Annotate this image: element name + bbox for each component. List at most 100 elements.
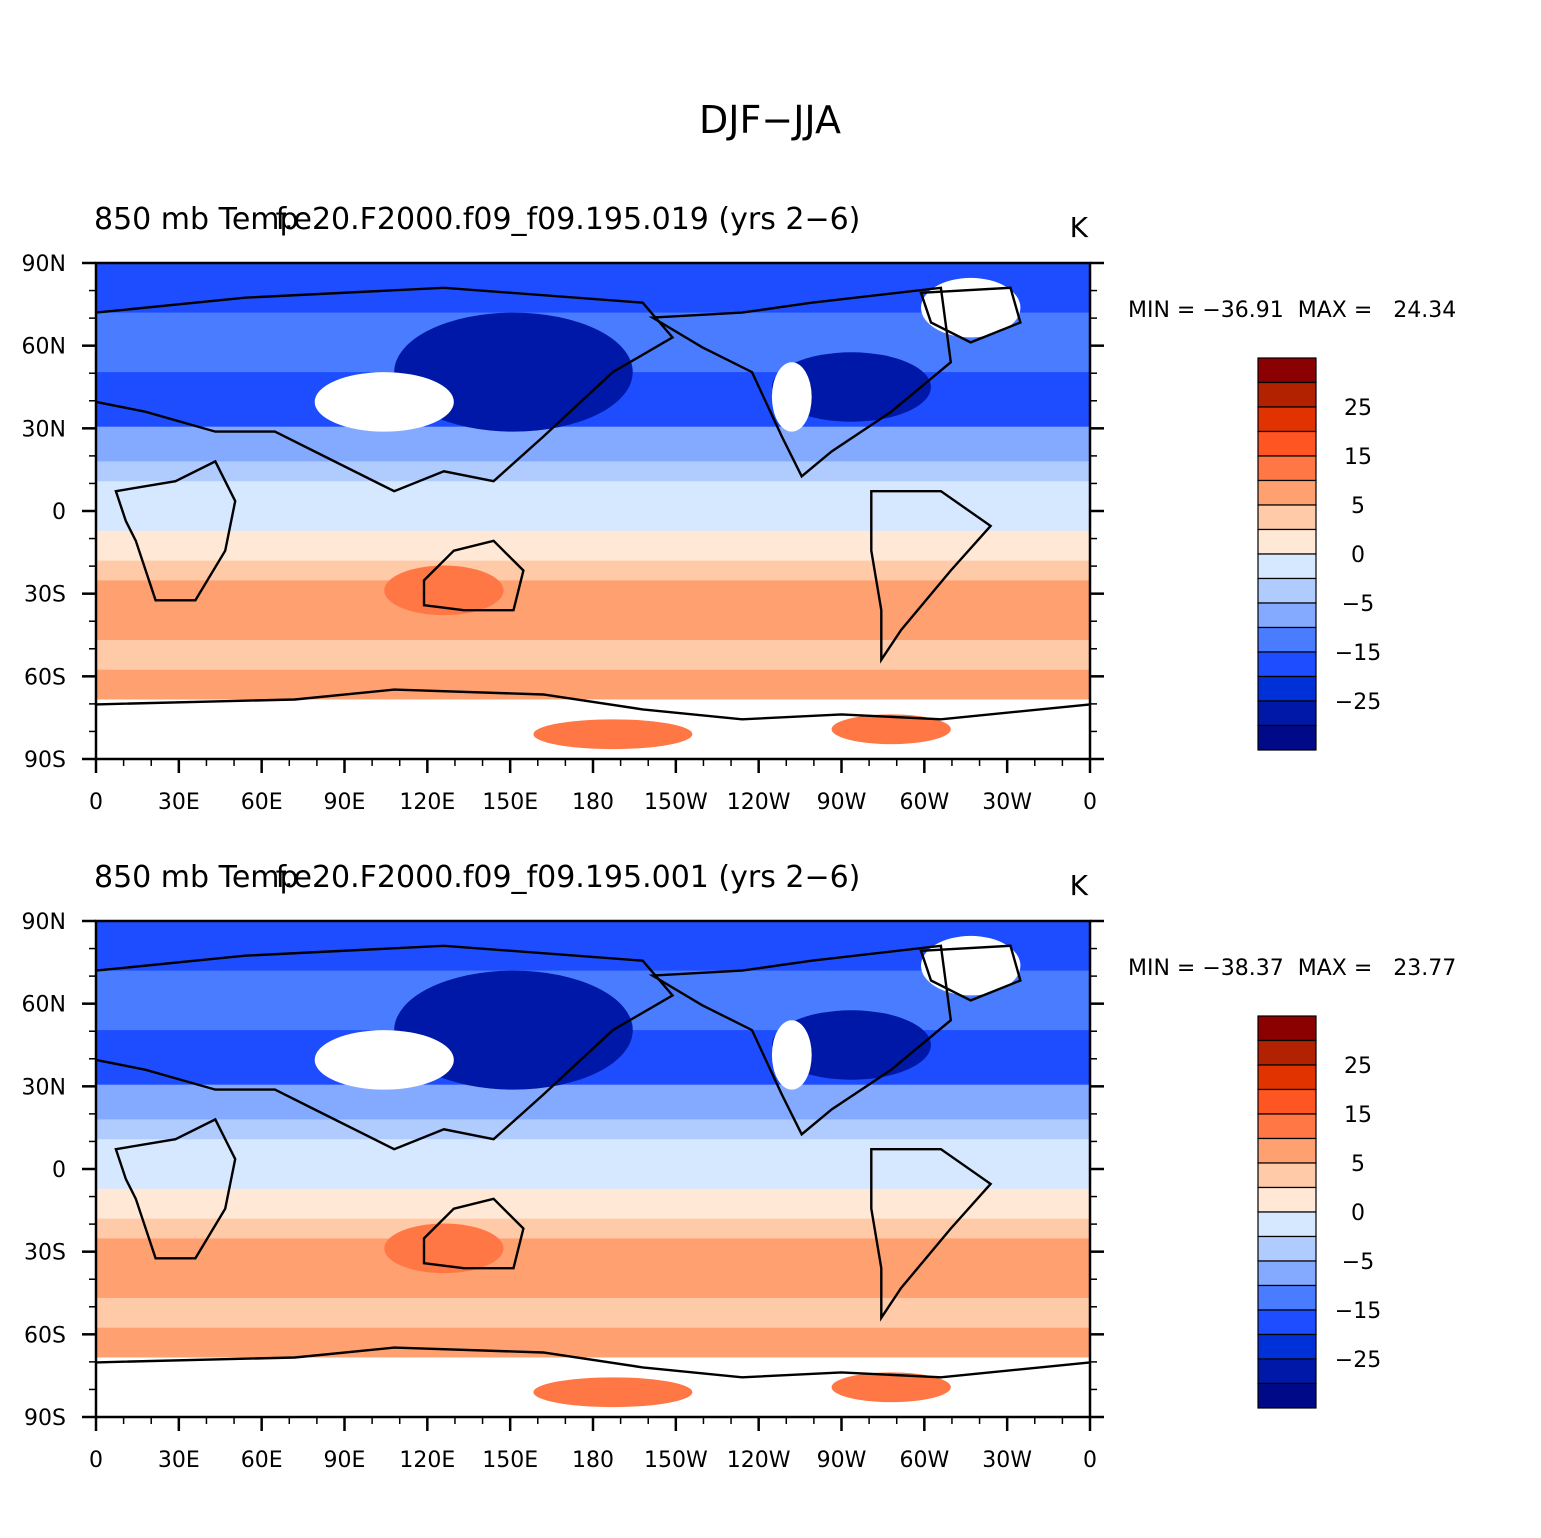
lat-label: 0 bbox=[52, 500, 66, 525]
colorbar-label: −15 bbox=[1335, 1299, 1381, 1324]
colorbar-swatch bbox=[1257, 1309, 1317, 1336]
colorbar-swatch bbox=[1257, 1039, 1317, 1066]
colorbar-swatch bbox=[1257, 504, 1317, 531]
coastline bbox=[95, 944, 675, 1151]
lon-label: 180 bbox=[572, 790, 614, 815]
lon-label: 150W bbox=[644, 1448, 708, 1473]
lat-label: 30S bbox=[24, 1241, 66, 1266]
coastline bbox=[114, 459, 237, 602]
colorbar-swatch bbox=[1257, 1064, 1317, 1091]
colorbar-label: −5 bbox=[1342, 1250, 1374, 1275]
lat-label: 30N bbox=[22, 1075, 66, 1100]
lat-label: 60S bbox=[24, 665, 66, 690]
coastline bbox=[114, 1117, 237, 1260]
lon-label: 30E bbox=[158, 790, 200, 815]
lat-label: 90S bbox=[24, 1406, 66, 1431]
colorbar-swatch bbox=[1257, 1015, 1317, 1042]
field-band bbox=[96, 530, 1090, 562]
field-feature bbox=[314, 372, 454, 432]
lat-label: 60N bbox=[22, 993, 66, 1018]
colorbar-label: −5 bbox=[1342, 592, 1374, 617]
field-feature bbox=[771, 352, 931, 422]
panel-units: K bbox=[1070, 869, 1089, 902]
colorbar-swatch bbox=[1257, 577, 1317, 604]
field-band bbox=[96, 461, 1090, 483]
lon-label: 120W bbox=[727, 790, 791, 815]
lat-label: 60S bbox=[24, 1323, 66, 1348]
lon-label: 30W bbox=[982, 790, 1032, 815]
lon-label: 30W bbox=[982, 1448, 1032, 1473]
colorbar-swatch bbox=[1257, 357, 1317, 384]
colorbar-swatch bbox=[1257, 1382, 1317, 1409]
colorbar-label: 15 bbox=[1344, 445, 1372, 470]
min-max-label: MIN = −36.91 MAX = 24.34 bbox=[1128, 298, 1456, 323]
colorbar-swatch bbox=[1257, 1284, 1317, 1311]
coastline bbox=[422, 1197, 525, 1270]
field-feature bbox=[831, 1372, 951, 1403]
figure-title: DJF−JJA bbox=[699, 98, 841, 142]
colorbar-swatch bbox=[1257, 1333, 1317, 1360]
colorbar-swatch bbox=[1257, 528, 1317, 555]
colorbar-swatch bbox=[1257, 1211, 1317, 1238]
field-band bbox=[96, 481, 1090, 532]
colorbar: 25 15 5 0 −5 −15 −25 bbox=[1257, 357, 1381, 751]
colorbar-swatch bbox=[1257, 1235, 1317, 1262]
panel-case-title: f.e20.F2000.f09_f09.195.001 (yrs 2−6) bbox=[276, 860, 861, 895]
colorbar-swatch bbox=[1257, 700, 1317, 727]
colorbar-label: 5 bbox=[1351, 494, 1365, 519]
lon-label: 60W bbox=[899, 1448, 949, 1473]
field-feature bbox=[533, 719, 693, 750]
field-band bbox=[96, 669, 1090, 701]
colorbar-swatch bbox=[1257, 1260, 1317, 1287]
colorbar-swatch bbox=[1257, 1358, 1317, 1385]
temperature-field bbox=[96, 921, 1090, 1417]
temperature-field bbox=[96, 263, 1090, 759]
colorbar-label: 0 bbox=[1351, 543, 1365, 568]
field-band bbox=[96, 1139, 1090, 1190]
colorbar-swatch bbox=[1257, 651, 1317, 678]
lon-label: 30E bbox=[158, 1448, 200, 1473]
field-band bbox=[96, 580, 1090, 641]
coastline bbox=[648, 944, 953, 1137]
lon-label: 90W bbox=[817, 1448, 867, 1473]
coastline bbox=[95, 688, 1091, 721]
colorbar-label: −25 bbox=[1335, 690, 1381, 715]
field-feature bbox=[384, 565, 504, 616]
colorbar-swatch bbox=[1257, 430, 1317, 457]
lat-label: 90S bbox=[24, 748, 66, 773]
lon-label: 60W bbox=[899, 790, 949, 815]
panel-left-title: 850 mb Temp bbox=[94, 202, 299, 237]
lon-label: 90W bbox=[817, 790, 867, 815]
panel-case-title: f.e20.F2000.f09_f09.195.019 (yrs 2−6) bbox=[276, 202, 861, 237]
lon-label: 180 bbox=[572, 1448, 614, 1473]
lon-label: 90E bbox=[324, 790, 366, 815]
field-feature bbox=[771, 1010, 931, 1080]
lon-label: 120E bbox=[399, 1448, 455, 1473]
colorbar-label: −15 bbox=[1335, 641, 1381, 666]
lon-label: 0 bbox=[1083, 790, 1097, 815]
colorbar-swatch bbox=[1257, 724, 1317, 751]
coastline bbox=[95, 1346, 1091, 1379]
coastlines bbox=[95, 286, 1091, 721]
field-feature bbox=[533, 1377, 693, 1408]
lon-label: 0 bbox=[1083, 1448, 1097, 1473]
coastlines bbox=[95, 944, 1091, 1379]
min-max-label: MIN = −38.37 MAX = 23.77 bbox=[1128, 956, 1456, 981]
field-band bbox=[96, 1327, 1090, 1359]
field-band bbox=[96, 1188, 1090, 1220]
colorbar-swatch bbox=[1257, 455, 1317, 482]
lat-label: 90N bbox=[22, 252, 66, 277]
colorbar-label: 25 bbox=[1344, 396, 1372, 421]
colorbar-label: −25 bbox=[1335, 1348, 1381, 1373]
field-band bbox=[96, 1218, 1090, 1240]
lat-label: 90N bbox=[22, 910, 66, 935]
lat-label: 60N bbox=[22, 335, 66, 360]
colorbar-swatch bbox=[1257, 1137, 1317, 1164]
colorbar-swatch bbox=[1257, 1186, 1317, 1213]
coastline bbox=[919, 944, 1022, 1002]
colorbar-swatch bbox=[1257, 553, 1317, 580]
field-band bbox=[96, 1297, 1090, 1329]
lon-label: 0 bbox=[89, 790, 103, 815]
